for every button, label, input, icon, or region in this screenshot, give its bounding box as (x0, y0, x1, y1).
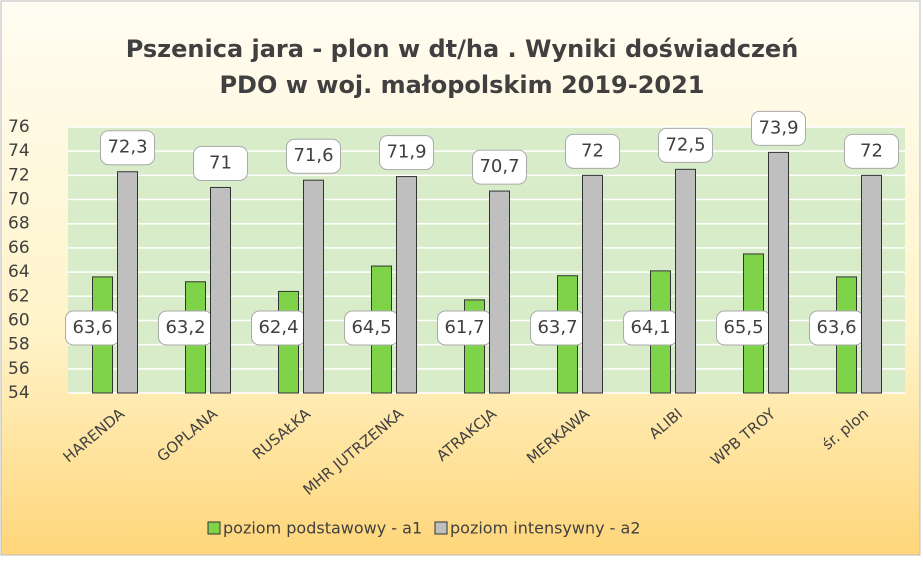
data-label: 63,7 (537, 317, 577, 338)
data-label-box (100, 130, 155, 166)
data-label-box (193, 145, 248, 181)
y-tick-label: 76 (8, 117, 30, 137)
data-label: 63,6 (72, 317, 112, 338)
data-label-box (751, 110, 806, 146)
bar (675, 168, 696, 394)
bar (117, 171, 138, 394)
y-tick-label: 58 (8, 335, 30, 355)
data-label: 64,1 (630, 317, 670, 338)
bar (582, 174, 603, 394)
y-tick-label: 56 (8, 359, 30, 379)
data-label-box (658, 127, 713, 163)
data-label: 63,6 (816, 317, 856, 338)
chart-title: PDO w woj. małopolskim 2019-2021 (219, 71, 704, 99)
data-label: 72,5 (665, 134, 705, 155)
legend-label: poziom intensywny - a2 (450, 519, 641, 538)
legend-label: poziom podstawowy - a1 (223, 519, 422, 538)
y-tick-label: 72 (8, 165, 30, 185)
y-tick-label: 62 (8, 286, 30, 306)
data-label: 62,4 (258, 317, 298, 338)
y-tick-label: 70 (8, 190, 30, 210)
data-label: 71,9 (386, 142, 426, 163)
bar (303, 179, 324, 394)
bar (768, 151, 789, 394)
bar (210, 186, 231, 394)
bar (396, 176, 417, 394)
data-label: 71 (209, 152, 232, 173)
y-tick-label: 64 (8, 262, 30, 282)
data-label-box (844, 133, 899, 169)
data-label: 61,7 (444, 317, 484, 338)
data-label: 64,5 (351, 317, 391, 338)
y-tick-label: 66 (8, 238, 30, 258)
data-label: 72 (581, 140, 604, 161)
y-tick-label: 54 (8, 383, 30, 403)
data-label-box (379, 135, 434, 171)
bar (489, 190, 510, 394)
y-tick-label: 60 (8, 310, 30, 330)
y-tick-label: 74 (8, 141, 30, 161)
legend-swatch (434, 521, 448, 535)
data-label: 73,9 (758, 117, 798, 138)
data-label: 71,6 (293, 145, 333, 166)
data-label: 70,7 (479, 156, 519, 177)
data-label: 65,5 (723, 317, 763, 338)
data-label: 72 (860, 140, 883, 161)
legend-swatch (207, 521, 221, 535)
data-label: 63,2 (165, 317, 205, 338)
data-label-box (472, 149, 527, 185)
bar (861, 174, 882, 394)
chart-title: Pszenica jara - plon w dt/ha . Wyniki do… (126, 35, 799, 63)
y-tick-label: 68 (8, 214, 30, 234)
data-label-box (286, 138, 341, 174)
data-label-box (565, 133, 620, 169)
data-label: 72,3 (107, 137, 147, 158)
